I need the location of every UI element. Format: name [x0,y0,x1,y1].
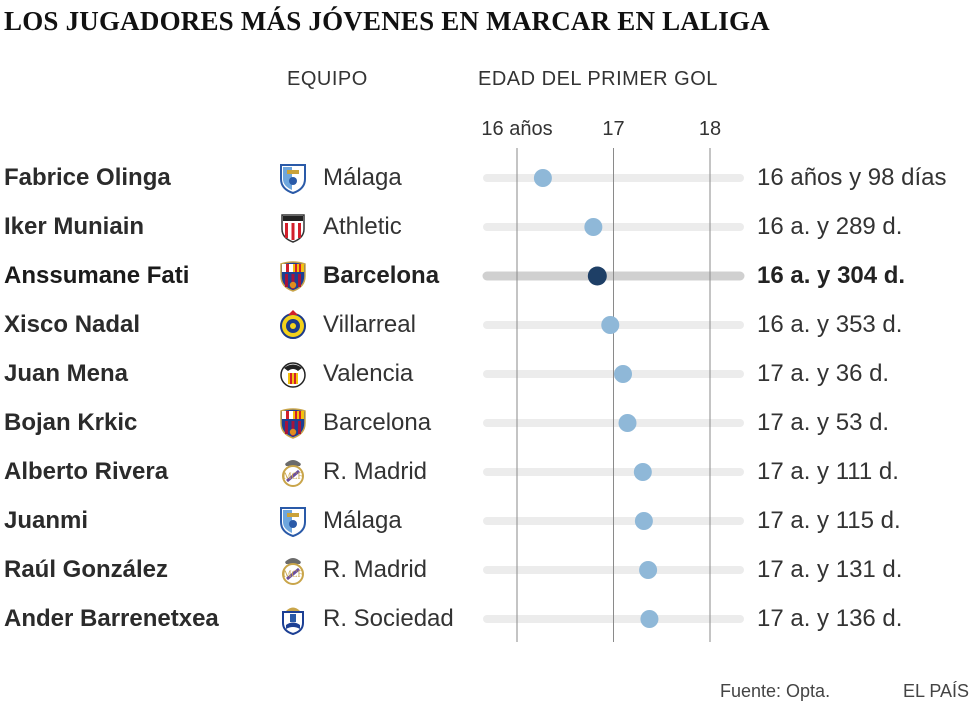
player-row: Bojan Krkic Barcelona 17 a. y 53 d. [0,403,980,443]
player-row: Juanmi Málaga 17 a. y 115 d. [0,501,980,541]
villarreal-crest-icon [278,309,308,341]
player-name: Ander Barrenetxea [4,605,219,632]
player-name: Fabrice Olinga [4,164,171,191]
x-tick-label: 17 [602,118,624,140]
player-name: Alberto Rivera [4,458,169,485]
data-point [614,365,633,383]
real-madrid-crest-icon: MCF [278,554,308,586]
data-point [587,266,607,286]
malaga-crest-icon [278,505,308,538]
data-point [584,218,603,236]
age-label: 17 a. y 136 d. [757,605,903,632]
data-point [633,463,652,481]
age-label: 16 años y 98 días [757,164,947,191]
player-name: Juanmi [4,507,89,534]
data-point [634,512,653,530]
team-name: Villarreal [323,311,416,338]
age-column-header: EDAD DEL PRIMER GOL [478,68,718,90]
data-point [601,316,620,334]
team-name: Athletic [323,213,402,240]
chart-title: LOS JUGADORES MÁS JÓVENES EN MARCAR EN L… [4,6,770,36]
valencia-crest-icon [278,358,308,390]
team-name: Málaga [323,507,402,534]
player-name: Raúl González [4,556,169,583]
data-point [533,169,552,187]
data-point [618,414,637,432]
data-point [640,610,659,628]
player-row: Iker Muniain Athletic 16 a. y 289 d. [0,207,980,247]
age-label: 17 a. y 111 d. [757,458,899,485]
player-name: Iker Muniain [4,213,145,240]
player-row: Xisco Nadal Villarreal 16 a. y 353 d. [0,305,980,345]
player-row: Anssumane Fati Barcelona 16 a. y 304 d. [0,256,980,296]
age-label: 16 a. y 353 d. [757,311,903,338]
real-madrid-crest-icon: MCF [278,456,308,488]
svg-text:MCF: MCF [283,471,302,481]
team-name: Barcelona [323,409,432,436]
team-column-header: EQUIPO [287,68,368,90]
publisher-credit: EL PAÍS [903,681,970,701]
svg-text:MCF: MCF [283,569,302,579]
malaga-crest-icon [278,162,308,195]
player-row: Fabrice Olinga Málaga 16 años y 98 días [0,158,980,198]
team-name: R. Madrid [323,556,428,583]
real-sociedad-crest-icon [278,603,308,636]
player-row: Raúl González MCF R. Madrid 17 a. y 131 d. [0,550,980,590]
age-label: 17 a. y 36 d. [757,360,890,387]
x-tick-label: 16 años [481,118,552,140]
age-label: 16 a. y 289 d. [757,213,903,240]
athletic-crest-icon [278,211,308,243]
player-name: Anssumane Fati [4,262,190,289]
age-label: 17 a. y 115 d. [757,507,901,534]
player-row: Alberto Rivera MCF R. Madrid 17 a. y 111 d. [0,452,980,492]
player-name: Bojan Krkic [4,409,138,436]
source-note: Fuente: Opta. [720,681,831,701]
player-name: Xisco Nadal [4,311,141,338]
team-name: Málaga [323,164,402,191]
team-name: R. Madrid [323,458,428,485]
x-tick-label: 18 [699,118,721,140]
player-row: Ander Barrenetxea R. Sociedad 17 a. y 136 … [0,599,980,639]
data-point [639,561,658,579]
team-name: R. Sociedad [323,605,454,632]
player-row: Juan Mena Valencia 17 a. y 36 d. [0,354,980,394]
team-name: Barcelona [323,262,440,289]
barcelona-crest-icon [278,260,308,292]
team-name: Valencia [323,360,414,387]
age-label: 17 a. y 53 d. [757,409,890,436]
age-label: 17 a. y 131 d. [757,556,903,583]
barcelona-crest-icon [278,407,308,439]
age-label: 16 a. y 304 d. [757,262,906,289]
player-name: Juan Mena [4,360,129,387]
